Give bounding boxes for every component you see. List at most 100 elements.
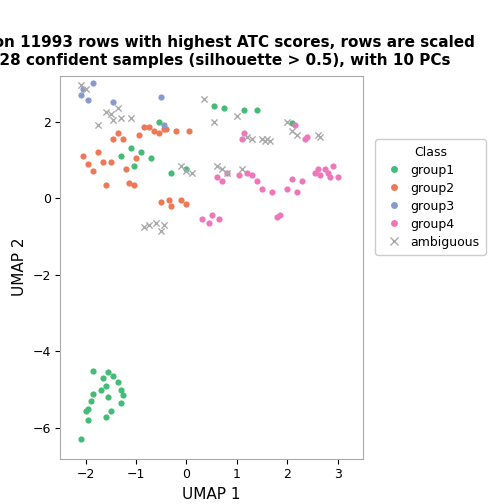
X-axis label: UMAP 1: UMAP 1 [182,487,241,502]
Point [215,215,223,223]
Point [303,133,311,141]
Point [114,129,122,137]
Point [157,198,165,206]
Point [210,102,218,110]
Point [240,106,248,114]
Point [263,135,271,143]
Point [77,435,85,444]
Point [288,127,296,135]
Point [140,223,148,231]
Point [258,184,266,193]
Point [334,173,342,181]
Point [200,95,208,103]
Point [99,374,107,382]
Point [182,165,191,173]
Point [258,135,266,143]
Point [117,114,125,122]
Point [102,412,110,420]
Point [182,167,191,175]
Point [167,202,175,210]
Point [291,121,299,130]
Point [127,144,135,152]
Point [114,378,122,386]
Point [293,131,301,139]
Point [89,167,97,175]
Point [140,123,148,132]
Point [104,368,112,376]
Point [107,158,115,166]
Point [177,196,185,204]
Point [177,162,185,170]
Point [107,110,115,118]
Point [94,121,102,130]
Point [316,171,324,179]
Point [233,112,241,120]
Point [152,219,160,227]
Point [157,227,165,235]
Point [253,106,261,114]
Point [97,386,105,394]
Point [84,160,92,168]
Point [109,372,117,381]
Point [124,179,133,187]
Point [167,169,175,177]
Point [130,181,138,189]
Point [117,386,125,394]
Point [283,184,291,193]
Point [198,215,206,223]
Point [283,117,291,125]
Point [82,85,90,93]
Point [160,125,168,133]
Point [79,85,87,93]
Point [298,177,306,185]
Point [223,169,231,177]
Point [99,158,107,166]
Point [268,188,276,197]
Point [213,162,221,170]
Point [243,169,251,177]
Point [132,154,140,162]
Point [253,177,261,185]
Point [313,131,322,139]
Point [238,135,246,143]
Point [94,148,102,156]
Point [119,392,128,400]
Point [117,152,125,160]
Point [243,133,251,141]
Legend: group1, group2, group3, group4, ambiguous: group1, group2, group3, group4, ambiguou… [375,139,485,255]
Point [238,165,246,173]
Point [84,405,92,413]
Point [119,135,128,143]
Point [109,98,117,106]
Point [137,148,145,156]
Point [160,221,168,229]
Point [288,119,296,128]
Point [122,165,130,173]
Point [261,137,269,145]
Point [313,165,322,173]
Point [89,390,97,398]
Point [82,407,90,415]
Point [324,169,332,177]
Point [266,137,274,145]
Point [109,135,117,143]
Point [102,108,110,116]
Point [172,127,180,135]
Point [130,162,138,170]
Y-axis label: UMAP 2: UMAP 2 [12,238,27,296]
Point [104,393,112,401]
Point [145,221,153,229]
Point [155,129,163,137]
Point [160,121,168,130]
Point [321,165,329,173]
Point [218,165,226,173]
Point [248,135,256,143]
Point [77,91,85,99]
Point [316,133,324,141]
Point [301,135,309,143]
Point [208,211,216,219]
Point [157,93,165,101]
Point [89,366,97,374]
Point [326,173,334,181]
Point [240,129,248,137]
